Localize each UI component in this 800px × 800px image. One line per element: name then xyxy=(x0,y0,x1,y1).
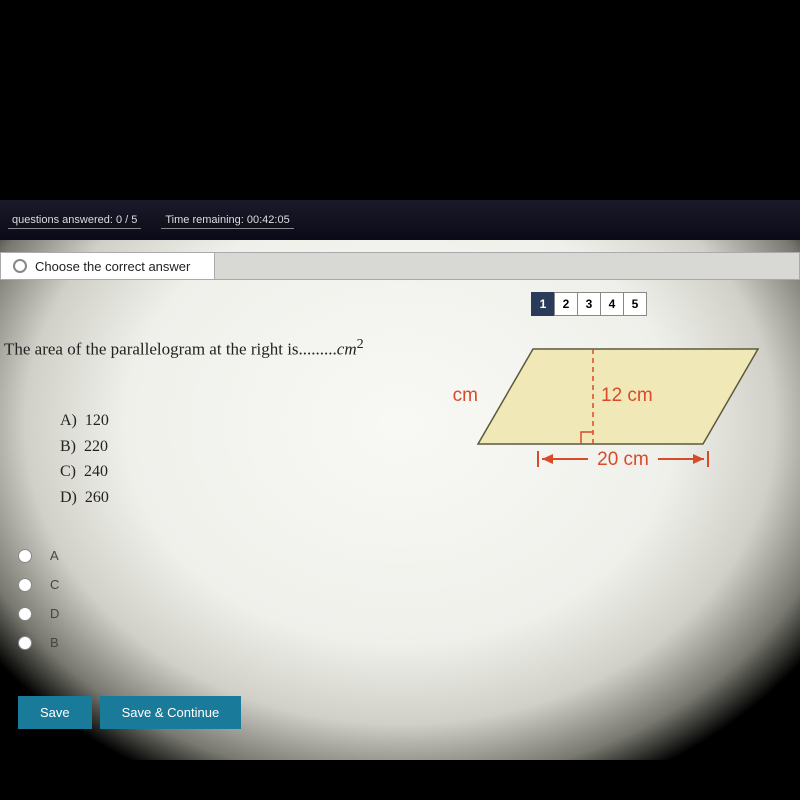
radio-icon xyxy=(18,636,32,650)
option-c: C) 240 xyxy=(60,459,109,485)
radio-icon xyxy=(18,549,32,563)
save-continue-button[interactable]: Save & Continue xyxy=(100,696,242,729)
instruction-bar: Choose the correct answer xyxy=(0,252,800,280)
question-unit-exp: 2 xyxy=(357,336,364,352)
radio-row-a[interactable]: A xyxy=(18,548,59,563)
instruction-text: Choose the correct answer xyxy=(35,259,206,274)
screen-area: questions answered: 0 / 5 Time remaining… xyxy=(0,200,800,760)
status-bar: questions answered: 0 / 5 Time remaining… xyxy=(0,200,800,240)
parallelogram-figure: 15 cm 12 cm 20 cm xyxy=(448,334,778,514)
parallelogram-svg: 15 cm 12 cm 20 cm xyxy=(448,334,778,514)
question-text: The area of the parallelogram at the rig… xyxy=(4,336,364,360)
svg-text:15 cm: 15 cm xyxy=(448,385,478,406)
instruction-radio-icon xyxy=(13,259,27,273)
question-unit-base: cm xyxy=(337,340,357,359)
answer-options: A) 120 B) 220 C) 240 D) 260 xyxy=(60,408,109,510)
pager-item-2[interactable]: 2 xyxy=(554,292,578,316)
pager-item-4[interactable]: 4 xyxy=(600,292,624,316)
button-row: Save Save & Continue xyxy=(18,696,241,729)
question-prefix: The area of the parallelogram at the rig… xyxy=(4,340,299,359)
radio-answer-group: A C D B xyxy=(18,548,59,664)
content-area: 1 2 3 4 5 The area of the parallelogram … xyxy=(0,292,800,312)
radio-label: B xyxy=(50,635,59,650)
option-a: A) 120 xyxy=(60,408,109,434)
radio-row-b[interactable]: B xyxy=(18,635,59,650)
save-button[interactable]: Save xyxy=(18,696,92,729)
answered-counter: questions answered: 0 / 5 xyxy=(8,212,141,229)
radio-row-d[interactable]: D xyxy=(18,606,59,621)
time-remaining: Time remaining: 00:42:05 xyxy=(161,212,293,229)
pager-item-1[interactable]: 1 xyxy=(531,292,555,316)
question-pager: 1 2 3 4 5 xyxy=(532,292,647,316)
pager-item-5[interactable]: 5 xyxy=(623,292,647,316)
radio-row-c[interactable]: C xyxy=(18,577,59,592)
option-d: D) 260 xyxy=(60,485,109,511)
option-b: B) 220 xyxy=(60,434,109,460)
radio-icon xyxy=(18,607,32,621)
radio-label: D xyxy=(50,606,59,621)
question-dots: ......... xyxy=(299,340,337,359)
radio-label: A xyxy=(50,548,59,563)
instruction-tab: Choose the correct answer xyxy=(1,253,215,279)
svg-text:20 cm: 20 cm xyxy=(597,449,649,470)
svg-text:12 cm: 12 cm xyxy=(601,385,653,406)
radio-icon xyxy=(18,578,32,592)
radio-label: C xyxy=(50,577,59,592)
pager-item-3[interactable]: 3 xyxy=(577,292,601,316)
